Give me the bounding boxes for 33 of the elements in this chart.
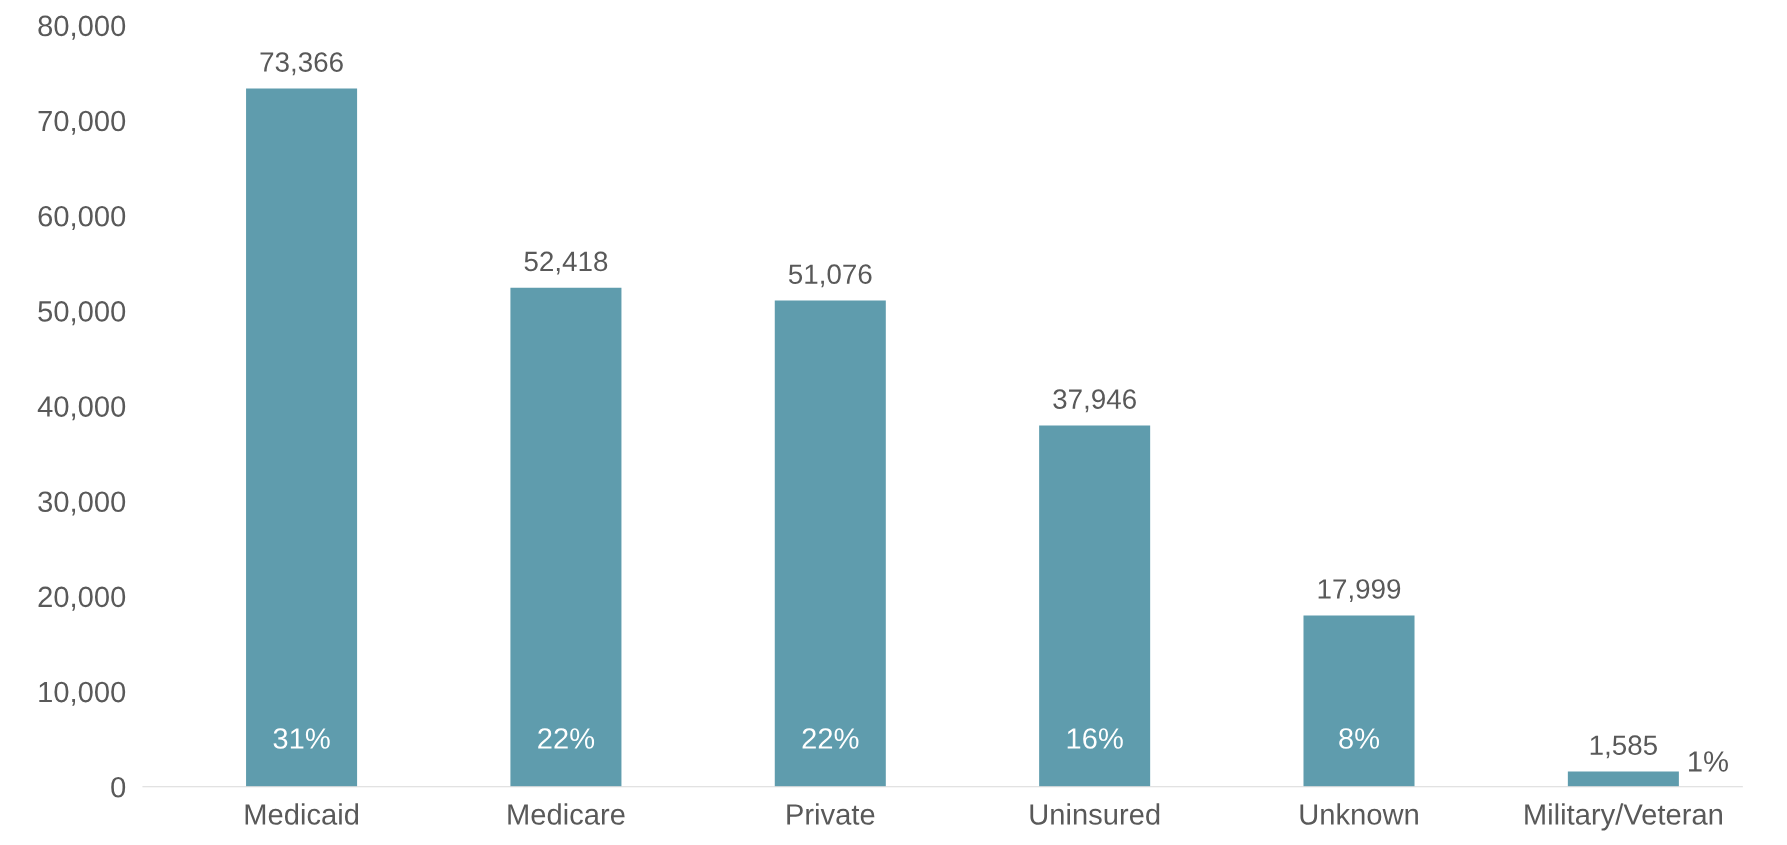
annotation: 22% [538,728,595,749]
data-label: 73,366 [260,52,343,76]
x-tick-label: Private [787,803,875,825]
bar [1303,615,1415,787]
x-tick-label: Uninsured [1030,803,1160,825]
annotation: 22% [802,728,859,749]
y-tick-label: 50,000 [38,301,126,326]
annotation: 31% [273,728,330,749]
y-tick-label: 10,000 [39,681,126,706]
y-tick-label: 70,000 [38,110,126,135]
data-label: 51,076 [788,264,872,288]
data-label: 37,946 [1053,389,1136,413]
y-tick-label: 80,000 [38,15,126,40]
annotation: 16% [1067,728,1123,749]
y-tick-label: 40,000 [37,396,126,421]
bar [510,287,622,787]
data-label: 1,585 [1590,735,1657,759]
x-tick-label: Unknown [1300,803,1418,825]
x-tick-label: Medicare [508,803,625,825]
x-tick-label: Medicaid [245,803,359,825]
annotation: 8% [1339,728,1380,749]
y-tick-label: 30,000 [38,491,126,516]
bar [246,88,358,787]
x-tick-label: Military/Veteran [1525,803,1722,831]
data-label: 52,418 [524,251,608,275]
bar [1039,425,1151,787]
y-tick-label: 0 [111,776,126,798]
y-tick-label: 60,000 [38,205,126,230]
y-tick-label: 20,000 [38,586,126,611]
data-label: 17,999 [1318,579,1401,603]
annotation: 1% [1689,751,1728,772]
bar [1567,771,1679,787]
bar [774,300,886,787]
